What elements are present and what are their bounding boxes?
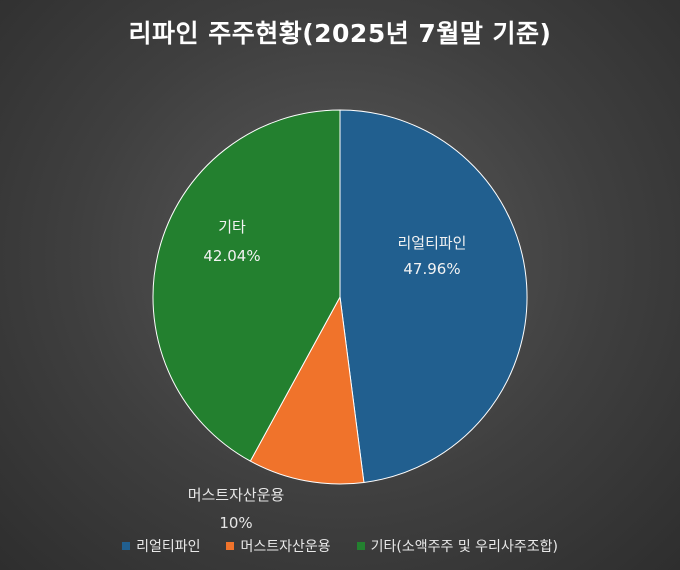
slice-others-value-label: 42.04% — [203, 247, 260, 265]
legend-swatch-must-asset — [226, 542, 235, 550]
slice-others-label: 기타 — [218, 218, 246, 236]
slice-must-asset-label: 머스트자산운용 — [188, 486, 285, 504]
legend: 리얼티파인 머스트자산운용 기타(소액주주 및 우리사주조합) — [0, 536, 680, 556]
legend-label-realtyfine: 리얼티파인 — [136, 539, 201, 555]
slice-realtyfine — [339, 109, 528, 484]
slice-must-asset — [249, 295, 365, 485]
slice-realtyfine-value-label: 47.96% — [403, 260, 460, 278]
legend-item-realtyfine: 리얼티파인 — [122, 536, 200, 556]
slice-realtyfine-label: 리얼티파인 — [397, 234, 466, 252]
slice-must-asset-value-label: 10% — [219, 514, 252, 532]
chart-title: 리파인 주주현황(2025년 7월말 기준) — [128, 19, 552, 48]
legend-item-others: 기타(소액주주 및 우리사주조합) — [356, 536, 558, 556]
legend-item-must-asset: 머스트자산운용 — [226, 536, 331, 556]
slice-others — [152, 109, 341, 462]
legend-swatch-others — [356, 542, 365, 550]
legend-label-must-asset: 머스트자산운용 — [240, 539, 331, 555]
legend-swatch-realtyfine — [122, 542, 131, 550]
legend-label-others: 기타(소액주주 및 우리사주조합) — [370, 539, 558, 555]
